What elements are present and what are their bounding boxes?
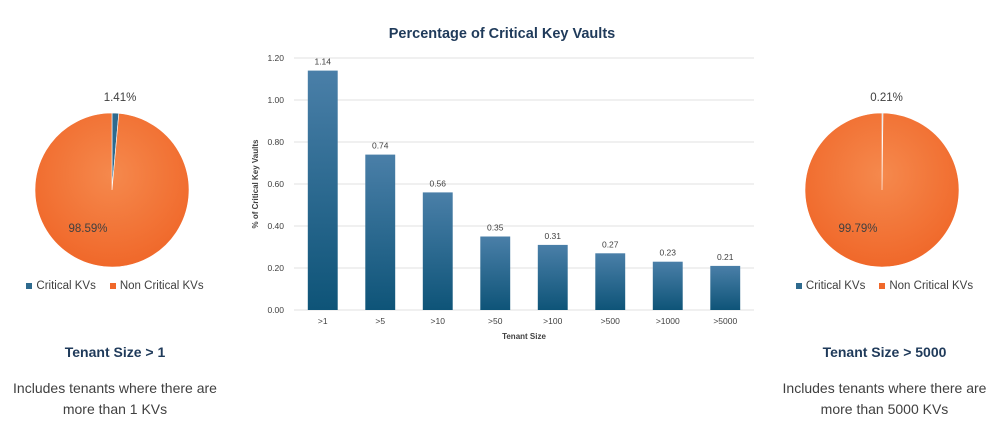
bar-data-label: 1.14 bbox=[314, 57, 331, 67]
x-tick-label: >5000 bbox=[713, 316, 737, 326]
legend-swatch-non-critical bbox=[109, 283, 116, 289]
bar bbox=[710, 265, 741, 310]
x-tick-label: >100 bbox=[543, 316, 562, 326]
legend-label: Non Critical KVs bbox=[119, 280, 204, 292]
pie-chart-tenant-size-5000: 0.21% 99.79% bbox=[804, 92, 960, 268]
legend-item-non-critical: Non Critical KVs bbox=[109, 280, 204, 292]
bar bbox=[480, 236, 511, 310]
y-tick-label: 0.00 bbox=[267, 305, 284, 315]
bar bbox=[365, 154, 396, 310]
left-pie-panel: 1.41% 98.59% Critical KVs Non Critical KV… bbox=[0, 0, 230, 438]
y-axis-title: % of Critical Key Vaults bbox=[251, 139, 260, 228]
pie-legend: Critical KVs Non Critical KVs bbox=[0, 280, 230, 292]
legend-item-critical: Critical KVs bbox=[795, 280, 866, 292]
bar bbox=[595, 253, 626, 310]
y-tick-label: 1.20 bbox=[267, 53, 284, 63]
bar-chart-panel: Percentage of Critical Key Vaults 0.00 0.2… bbox=[236, 0, 764, 438]
bar bbox=[652, 261, 683, 310]
x-axis-title: Tenant Size bbox=[502, 332, 546, 341]
x-tick-label: >1 bbox=[318, 316, 328, 326]
bar bbox=[307, 70, 338, 310]
x-tick-label: >1000 bbox=[656, 316, 680, 326]
legend-swatch-non-critical bbox=[879, 283, 886, 289]
bar bbox=[422, 192, 453, 310]
bar bbox=[537, 244, 568, 310]
pie-slice-non-critical bbox=[34, 112, 190, 268]
legend-label: Non Critical KVs bbox=[889, 280, 974, 292]
x-tick-label: >5 bbox=[375, 316, 385, 326]
chart-title: Percentage of Critical Key Vaults bbox=[389, 26, 615, 42]
bar-data-label: 0.21 bbox=[717, 252, 734, 262]
legend-swatch-critical bbox=[795, 283, 802, 289]
right-pie-panel: 0.21% 99.79% Critical KVs Non Critical KV… bbox=[770, 0, 999, 438]
y-tick-label: 0.20 bbox=[267, 263, 284, 273]
legend-item-non-critical: Non Critical KVs bbox=[879, 280, 973, 292]
bar-data-label: 0.35 bbox=[487, 223, 504, 233]
bar-data-label: 0.56 bbox=[429, 178, 446, 188]
pie-data-label-non-critical: 98.59% bbox=[68, 223, 107, 235]
tenant-size-description: Includes tenants where there are more th… bbox=[13, 380, 217, 417]
pie-slice-non-critical bbox=[804, 112, 960, 268]
bar-chart-critical-key-vaults: Percentage of Critical Key Vaults 0.00 0.2… bbox=[251, 26, 754, 341]
tenant-size-title: Tenant Size > 1 bbox=[64, 344, 166, 360]
legend-label: Critical KVs bbox=[805, 280, 866, 292]
y-tick-label: 1.00 bbox=[267, 95, 284, 105]
bar-data-label: 0.23 bbox=[659, 248, 676, 258]
pie-legend: Critical KVs Non Critical KVs bbox=[770, 280, 999, 292]
pie-data-label-non-critical: 99.79% bbox=[838, 223, 877, 235]
bar-data-label: 0.27 bbox=[602, 239, 619, 249]
pie-data-label-critical: 0.21% bbox=[870, 92, 903, 104]
x-tick-label: >50 bbox=[488, 316, 503, 326]
y-tick-label: 0.60 bbox=[267, 179, 284, 189]
x-tick-label: >10 bbox=[431, 316, 446, 326]
legend-swatch-critical bbox=[26, 283, 33, 289]
pie-data-label-critical: 1.41% bbox=[104, 92, 137, 104]
tenant-size-description: Includes tenants where there are more th… bbox=[782, 380, 987, 417]
pie-chart-tenant-size-1: 1.41% 98.59% bbox=[34, 92, 190, 268]
bar-data-label: 0.74 bbox=[372, 141, 389, 151]
tenant-size-title: Tenant Size > 5000 bbox=[822, 344, 947, 360]
legend-item-critical: Critical KVs bbox=[26, 280, 96, 292]
x-tick-label: >500 bbox=[601, 316, 620, 326]
bar-data-label: 0.31 bbox=[544, 231, 561, 241]
y-tick-label: 0.40 bbox=[267, 221, 284, 231]
y-tick-label: 0.80 bbox=[267, 137, 284, 147]
legend-label: Critical KVs bbox=[36, 280, 96, 292]
